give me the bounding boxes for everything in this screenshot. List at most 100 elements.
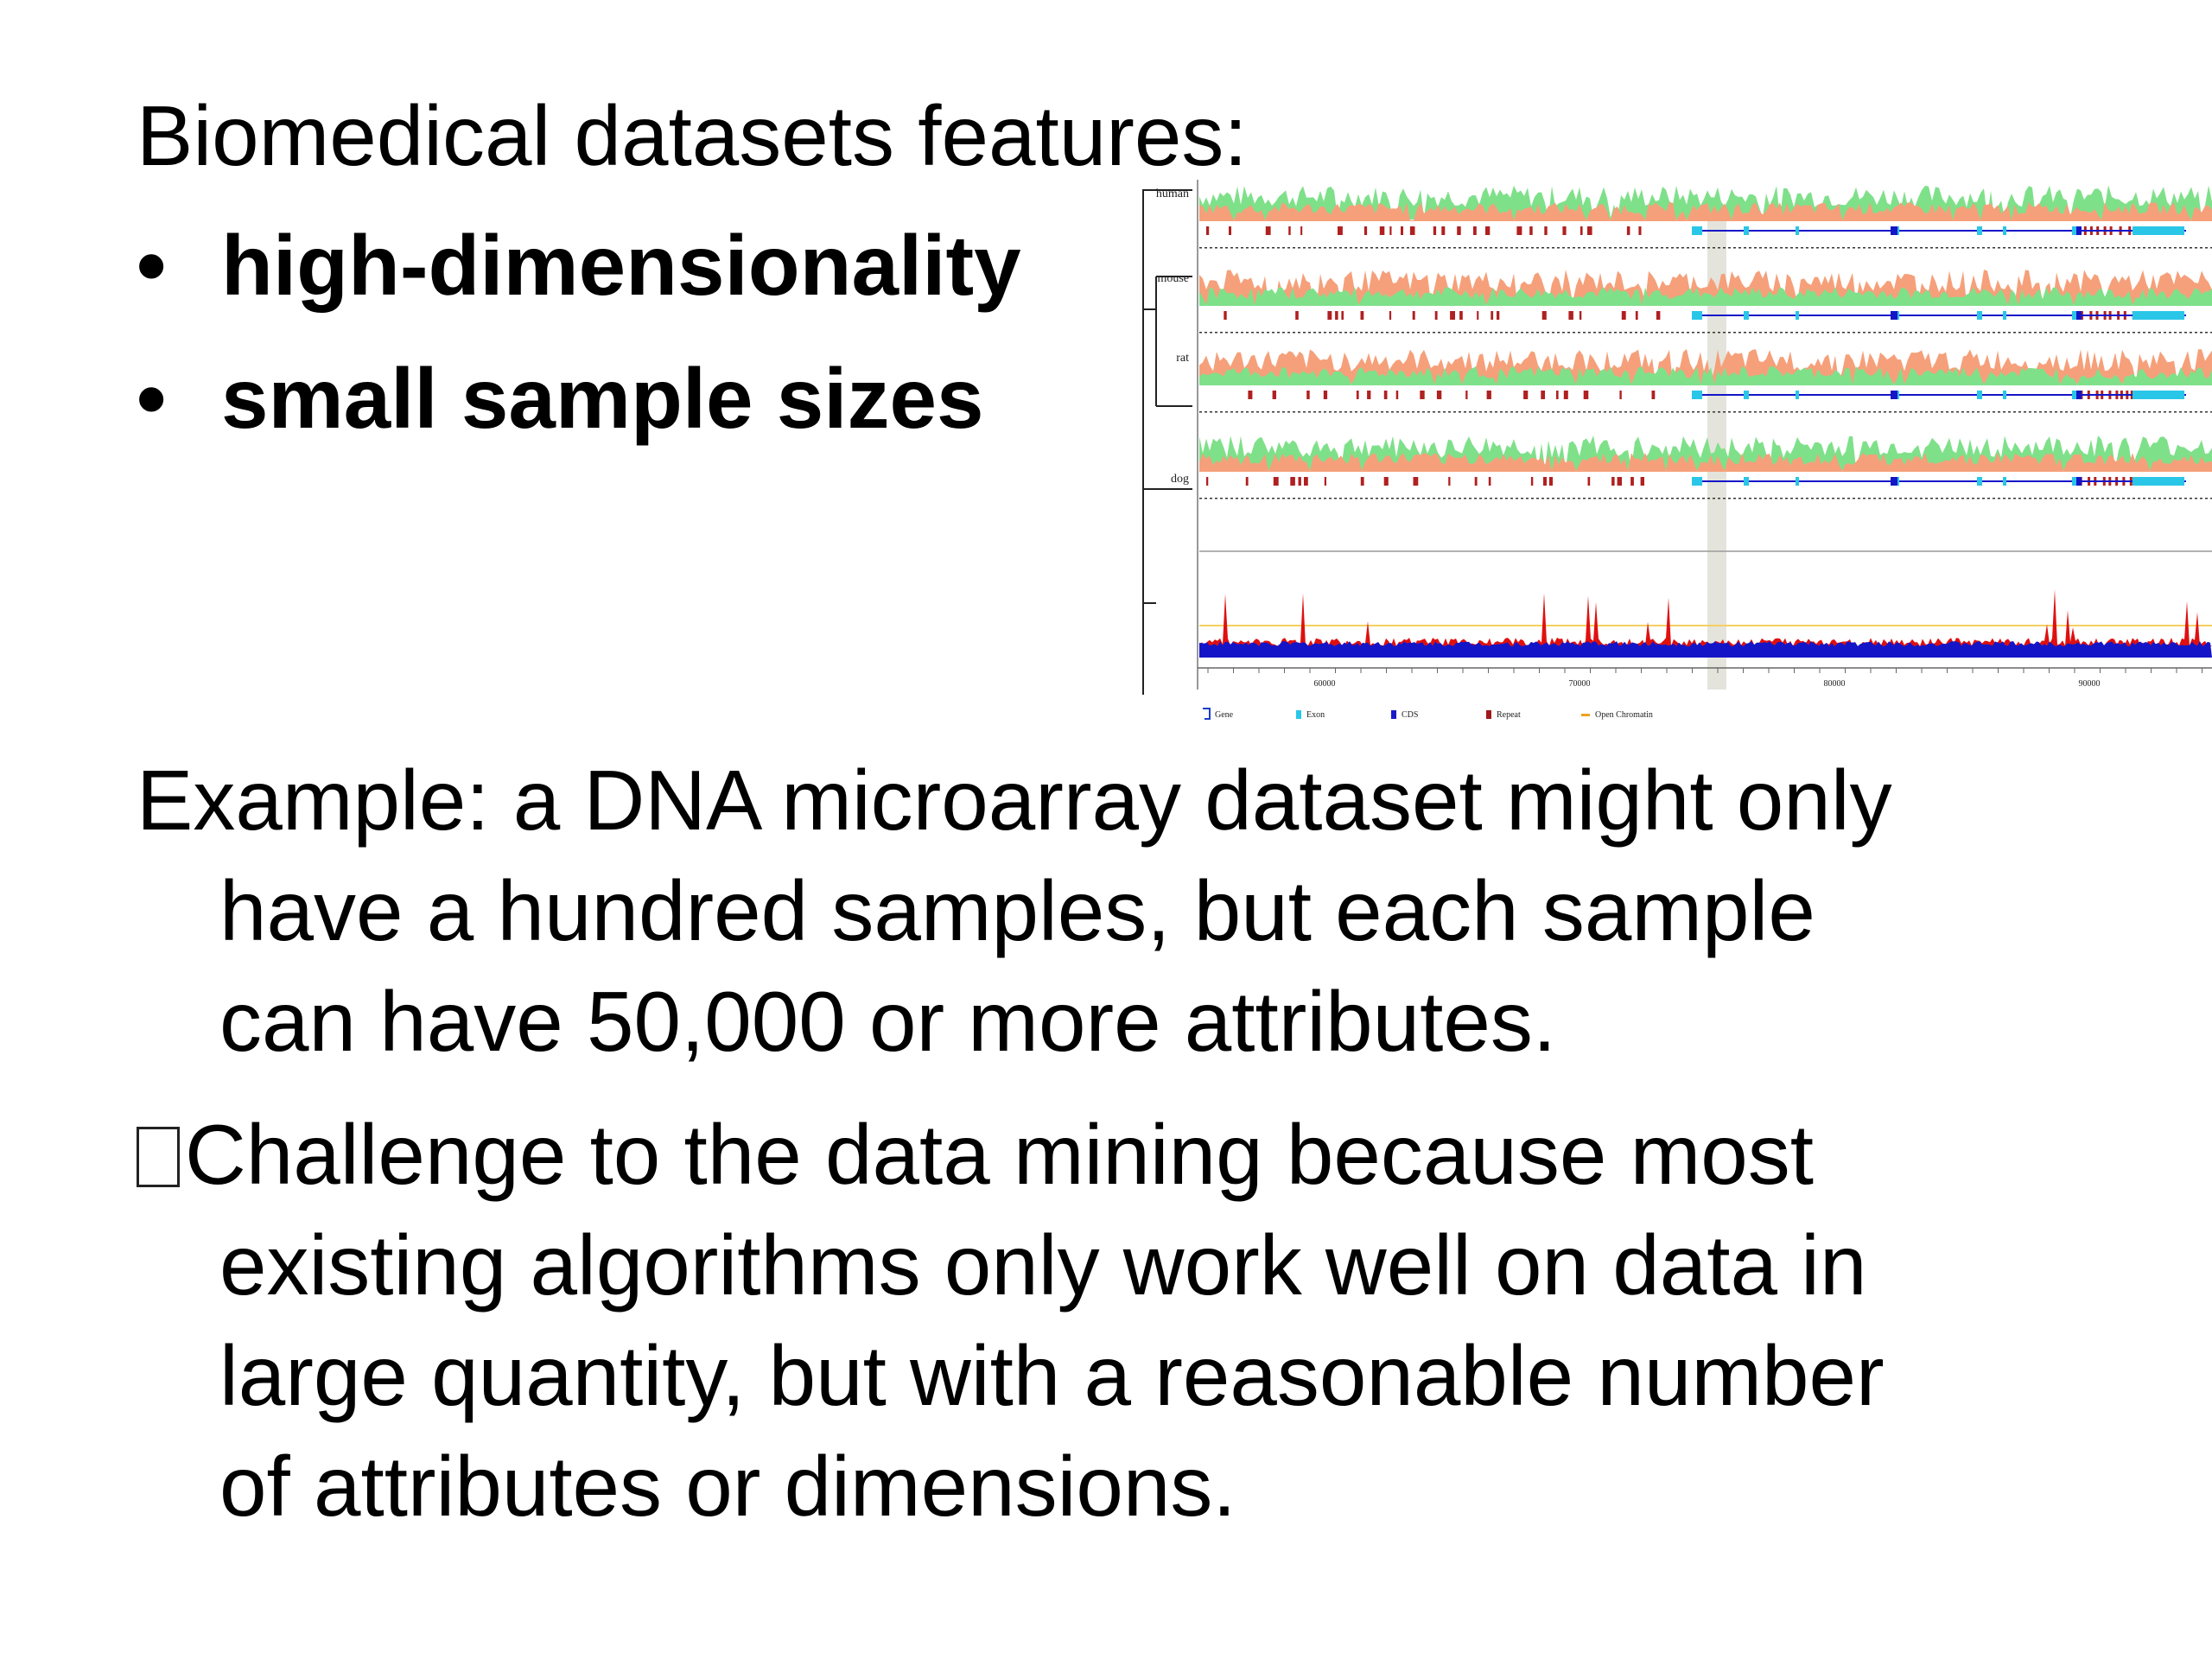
assembly-gap-line [1277, 332, 1280, 334]
assembly-gap-line [2060, 247, 2063, 249]
assembly-gap-line [1267, 332, 1269, 334]
challenge-line: large quantity, but with a reasonable nu… [219, 1328, 1885, 1423]
assembly-gap-line [1868, 411, 1871, 413]
assembly-gap-line [1293, 411, 1295, 413]
repeat-mark [1640, 477, 1644, 486]
assembly-gap-line [1718, 247, 1720, 249]
assembly-gap-line [1614, 411, 1617, 413]
assembly-gap-line [1510, 498, 1513, 499]
assembly-gap-line [1863, 498, 1866, 499]
assembly-gap-line [1526, 411, 1529, 413]
assembly-gap-line [2065, 247, 2068, 249]
assembly-gap-line [2138, 498, 2140, 499]
assembly-gap-line [1796, 411, 1798, 413]
legend-label-repeat: Repeat [1497, 710, 1521, 720]
assembly-gap-line [1961, 498, 1964, 499]
assembly-gap-line [1417, 247, 1420, 249]
assembly-gap-line [1915, 332, 1917, 334]
assembly-gap-line [1396, 411, 1399, 413]
assembly-gap-line [1531, 247, 1534, 249]
assembly-gap-line [1930, 498, 1933, 499]
figure-legend: Gene Exon CDS Repeat Open Chromatin [1203, 708, 1653, 720]
exon-block [1744, 391, 1749, 399]
assembly-gap-line [1796, 332, 1798, 334]
assembly-gap-line [1438, 411, 1440, 413]
exon-block [1977, 311, 1982, 320]
assembly-gap-line [1433, 498, 1435, 499]
assembly-gap-line [1469, 332, 1471, 334]
assembly-gap-line [1505, 247, 1508, 249]
assembly-gap-line [2075, 332, 2078, 334]
assembly-gap-line [1469, 247, 1471, 249]
assembly-gap-line [1946, 498, 1948, 499]
assembly-gap-line [1593, 332, 1596, 334]
assembly-gap-line [1360, 332, 1363, 334]
legend-label-gene: Gene [1215, 710, 1234, 720]
assembly-gap-line [2210, 332, 2212, 334]
assembly-gap-line [1692, 332, 1694, 334]
assembly-gap-line [1868, 498, 1871, 499]
assembly-gap-line [1878, 332, 1881, 334]
cds-block [1891, 311, 1897, 320]
assembly-gap-line [1842, 498, 1845, 499]
assembly-gap-line [1350, 247, 1352, 249]
assembly-gap-line [2184, 247, 2187, 249]
assembly-gap-line [1681, 332, 1684, 334]
assembly-gap-line [2003, 411, 2005, 413]
assembly-gap-line [1287, 332, 1290, 334]
gene-icon [1203, 708, 1211, 720]
assembly-gap-line [1562, 411, 1565, 413]
repeat-mark [1638, 226, 1642, 235]
assembly-gap-line [1541, 247, 1544, 249]
assembly-gap-line [2075, 498, 2078, 499]
assembly-gap-line [1941, 411, 1943, 413]
assembly-gap-line [2050, 498, 2052, 499]
assembly-gap-line [1298, 332, 1300, 334]
assembly-gap-line [1262, 332, 1264, 334]
assembly-gap-line [2133, 498, 2135, 499]
assembly-gap-line [1407, 247, 1409, 249]
repeat-mark [1619, 391, 1622, 399]
assembly-gap-line [1557, 498, 1560, 499]
assembly-gap-line [2091, 247, 2094, 249]
assembly-gap-line [1697, 332, 1700, 334]
assembly-gap-line [1526, 498, 1529, 499]
assembly-gap-line [1567, 411, 1570, 413]
assembly-gap-line [2081, 332, 2083, 334]
assembly-gap-line [1910, 247, 1912, 249]
assembly-gap-line [2153, 498, 2156, 499]
assembly-gap-line [1376, 332, 1378, 334]
assembly-gap-line [1256, 498, 1259, 499]
assembly-gap-line [1536, 247, 1539, 249]
assembly-gap-line [1619, 411, 1622, 413]
assembly-gap-line [1951, 498, 1954, 499]
assembly-gap-line [1738, 411, 1741, 413]
assembly-gap-line [2018, 411, 2021, 413]
assembly-gap-line [1707, 411, 1710, 413]
repeat-mark [1473, 226, 1477, 235]
assembly-gap-line [2086, 247, 2088, 249]
assembly-gap-line [2055, 411, 2057, 413]
assembly-gap-line [1925, 411, 1928, 413]
assembly-gap-line [1946, 411, 1948, 413]
assembly-gap-line [1267, 498, 1269, 499]
axis-tick-label: 70000 [1569, 679, 1591, 689]
assembly-gap-line [1355, 498, 1357, 499]
assembly-gap-line [1780, 498, 1783, 499]
assembly-gap-line [1531, 332, 1534, 334]
repeat-mark [1304, 477, 1308, 486]
assembly-gap-line [1754, 411, 1757, 413]
assembly-gap-line [1469, 411, 1471, 413]
assembly-gap-line [1303, 247, 1306, 249]
assembly-gap-line [1967, 332, 1969, 334]
assembly-gap-line [2122, 332, 2125, 334]
assembly-gap-line [1827, 498, 1829, 499]
assembly-gap-line [1853, 247, 1855, 249]
open-chromatin-swatch-icon [1581, 714, 1590, 716]
assembly-gap-line [1754, 247, 1757, 249]
assembly-gap-line [1676, 498, 1679, 499]
repeat-mark [1548, 477, 1553, 486]
assembly-gap-line [1993, 411, 1995, 413]
assembly-gap-line [2029, 332, 2031, 334]
assembly-gap-line [2133, 411, 2135, 413]
